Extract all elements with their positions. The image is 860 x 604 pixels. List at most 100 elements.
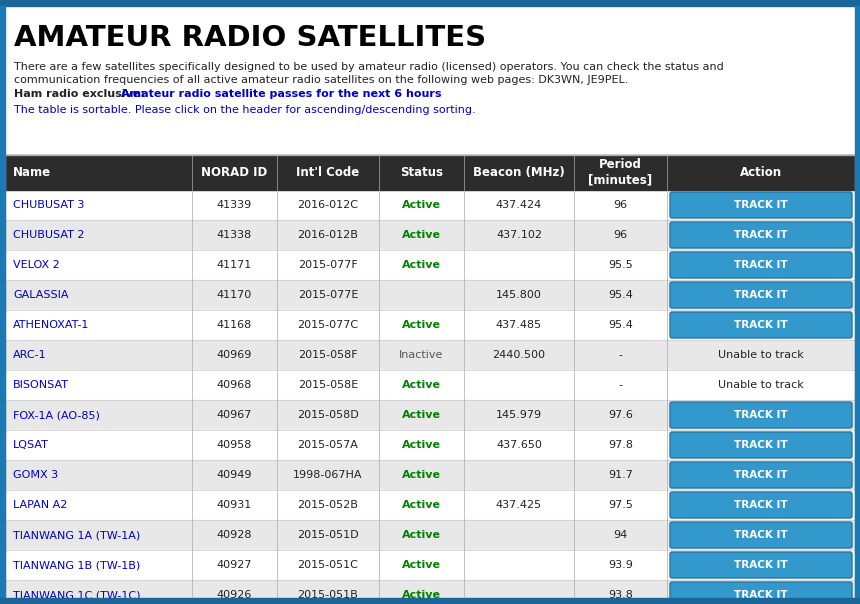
- Text: 2440.500: 2440.500: [493, 350, 545, 360]
- Text: TRACK IT: TRACK IT: [734, 290, 788, 300]
- Bar: [5, 580, 855, 604]
- Text: Ham radio exclusive:: Ham radio exclusive:: [14, 89, 149, 99]
- Text: Status: Status: [400, 166, 443, 179]
- Text: 437.425: 437.425: [496, 500, 542, 510]
- Text: TRACK IT: TRACK IT: [734, 440, 788, 450]
- Text: TRACK IT: TRACK IT: [734, 590, 788, 600]
- Text: 2015-077C: 2015-077C: [298, 320, 359, 330]
- Text: 96: 96: [613, 200, 628, 210]
- Text: BISONSAT: BISONSAT: [13, 380, 69, 390]
- Text: 437.650: 437.650: [496, 440, 542, 450]
- Text: Period
[minutes]: Period [minutes]: [588, 158, 653, 187]
- Bar: [5, 460, 855, 490]
- Text: 2015-051C: 2015-051C: [298, 560, 359, 570]
- Text: Unable to track: Unable to track: [718, 380, 804, 390]
- Text: 40958: 40958: [217, 440, 252, 450]
- Text: 2015-051D: 2015-051D: [298, 530, 359, 540]
- Text: VELOX 2: VELOX 2: [13, 260, 59, 270]
- Text: Active: Active: [402, 560, 441, 570]
- Text: communication frequencies of all active amateur radio satellites on the followin: communication frequencies of all active …: [14, 75, 629, 85]
- Text: TIANWANG 1A (TW-1A): TIANWANG 1A (TW-1A): [13, 530, 140, 540]
- Text: 40967: 40967: [217, 410, 252, 420]
- Bar: [5, 220, 855, 250]
- Bar: [5, 520, 855, 550]
- Text: ATHENOXAT-1: ATHENOXAT-1: [13, 320, 89, 330]
- Text: TRACK IT: TRACK IT: [734, 200, 788, 210]
- Bar: [5, 310, 855, 340]
- Text: LAPAN A2: LAPAN A2: [13, 500, 67, 510]
- Bar: [5, 550, 855, 580]
- FancyBboxPatch shape: [670, 552, 852, 578]
- Text: Action: Action: [740, 166, 782, 179]
- Text: Active: Active: [402, 380, 441, 390]
- Text: 93.8: 93.8: [608, 590, 633, 600]
- Text: 41170: 41170: [217, 290, 252, 300]
- Bar: [0, 6, 5, 604]
- Text: Beacon (MHz): Beacon (MHz): [473, 166, 565, 179]
- Bar: [5, 280, 855, 310]
- Text: GALASSIA: GALASSIA: [13, 290, 69, 300]
- FancyBboxPatch shape: [670, 522, 852, 548]
- Text: Active: Active: [402, 230, 441, 240]
- Text: 41339: 41339: [217, 200, 252, 210]
- Text: 2015-077E: 2015-077E: [298, 290, 358, 300]
- Text: Active: Active: [402, 410, 441, 420]
- Text: TRACK IT: TRACK IT: [734, 530, 788, 540]
- Text: TRACK IT: TRACK IT: [734, 410, 788, 420]
- Text: 2015-077F: 2015-077F: [298, 260, 358, 270]
- Text: -: -: [618, 380, 623, 390]
- Text: 2015-058F: 2015-058F: [298, 350, 358, 360]
- Text: 97.8: 97.8: [608, 440, 633, 450]
- Text: TRACK IT: TRACK IT: [734, 560, 788, 570]
- Bar: [5, 370, 855, 400]
- Text: 97.5: 97.5: [608, 500, 633, 510]
- Text: 40931: 40931: [217, 500, 252, 510]
- Text: 437.485: 437.485: [496, 320, 542, 330]
- Text: 437.102: 437.102: [496, 230, 542, 240]
- Bar: [855, 6, 860, 604]
- Text: 40926: 40926: [217, 590, 252, 600]
- Text: 2016-012C: 2016-012C: [298, 200, 359, 210]
- Text: AMATEUR RADIO SATELLITES: AMATEUR RADIO SATELLITES: [14, 24, 486, 52]
- Text: TRACK IT: TRACK IT: [734, 260, 788, 270]
- Text: Active: Active: [402, 590, 441, 600]
- Text: 97.6: 97.6: [608, 410, 633, 420]
- Text: 2015-057A: 2015-057A: [298, 440, 359, 450]
- Text: NORAD ID: NORAD ID: [201, 166, 267, 179]
- FancyBboxPatch shape: [670, 462, 852, 488]
- Text: 40927: 40927: [217, 560, 252, 570]
- Text: Active: Active: [402, 200, 441, 210]
- Bar: [5, 340, 855, 370]
- Text: 145.979: 145.979: [496, 410, 542, 420]
- Text: 41168: 41168: [217, 320, 252, 330]
- Bar: [5, 490, 855, 520]
- Text: Active: Active: [402, 530, 441, 540]
- FancyBboxPatch shape: [670, 192, 852, 218]
- Text: CHUBUSAT 2: CHUBUSAT 2: [13, 230, 84, 240]
- Text: 91.7: 91.7: [608, 470, 633, 480]
- Text: 95.5: 95.5: [608, 260, 633, 270]
- Text: FOX-1A (AO-85): FOX-1A (AO-85): [13, 410, 100, 420]
- Text: -: -: [618, 350, 623, 360]
- Text: 1998-067HA: 1998-067HA: [293, 470, 363, 480]
- FancyBboxPatch shape: [670, 222, 852, 248]
- Text: 2015-051B: 2015-051B: [298, 590, 359, 600]
- Bar: [5, 250, 855, 280]
- Text: Active: Active: [402, 500, 441, 510]
- Text: Int'l Code: Int'l Code: [297, 166, 359, 179]
- Bar: [5, 430, 855, 460]
- Text: Inactive: Inactive: [399, 350, 444, 360]
- Text: Unable to track: Unable to track: [718, 350, 804, 360]
- Text: The table is sortable. Please click on the header for ascending/descending sorti: The table is sortable. Please click on t…: [14, 105, 476, 115]
- Text: Amateur radio satellite passes for the next 6 hours: Amateur radio satellite passes for the n…: [121, 89, 441, 99]
- Text: Active: Active: [402, 470, 441, 480]
- Text: CHUBUSAT 3: CHUBUSAT 3: [13, 200, 84, 210]
- Text: 40928: 40928: [217, 530, 252, 540]
- FancyBboxPatch shape: [670, 282, 852, 308]
- FancyBboxPatch shape: [670, 582, 852, 604]
- Text: Active: Active: [402, 260, 441, 270]
- Text: 2016-012B: 2016-012B: [298, 230, 359, 240]
- Text: 95.4: 95.4: [608, 290, 633, 300]
- Text: 40968: 40968: [217, 380, 252, 390]
- Text: TIANWANG 1C (TW-1C): TIANWANG 1C (TW-1C): [13, 590, 140, 600]
